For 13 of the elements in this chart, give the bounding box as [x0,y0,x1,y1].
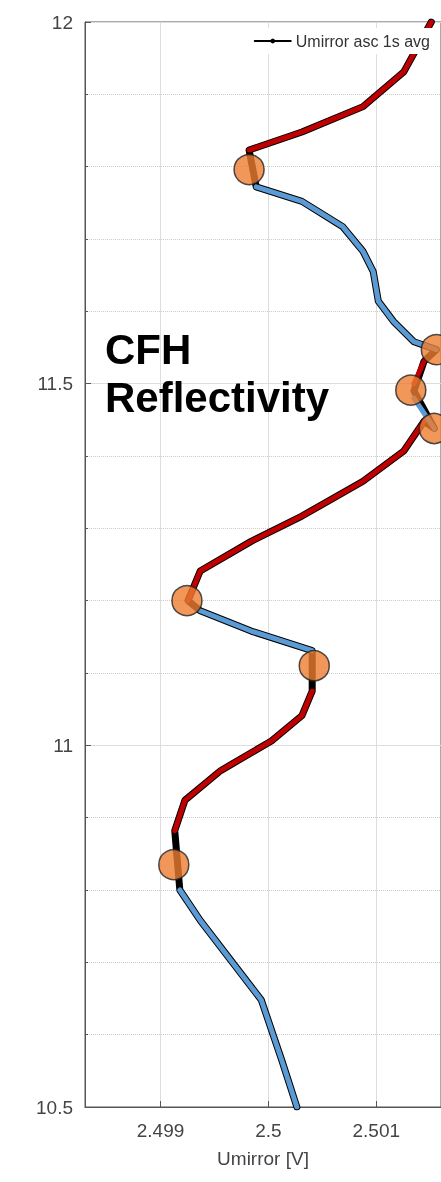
point [233,153,265,186]
point [158,848,190,881]
x-axis-title: Umirror [V] [217,1148,309,1169]
point [171,584,203,617]
y-tick-label: 10.5 [36,1096,73,1118]
y-tick-label: 11 [53,734,73,756]
legend-label: Umirror asc 1s avg [295,32,430,50]
x-tick-label: 2.501 [352,1120,401,1141]
y-tick-label: 11.5 [37,373,73,395]
annotation: CFH Reflectivity [105,325,330,421]
y-tick-label: 12 [51,11,73,33]
x-tick-label: 2.5 [255,1120,282,1141]
x-tick-label: 2.499 [136,1120,185,1141]
